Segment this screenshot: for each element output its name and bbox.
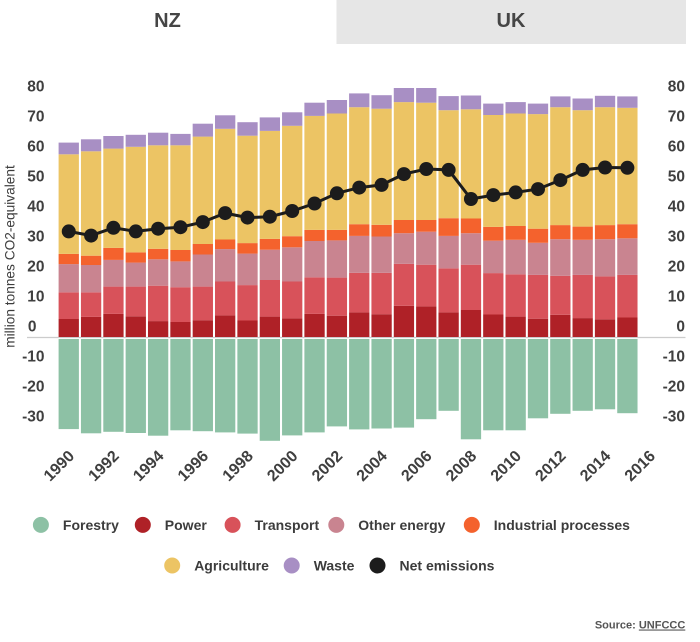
svg-text:0: 0: [676, 319, 685, 336]
svg-text:million tonnes CO2-equivalent: million tonnes CO2-equivalent: [3, 165, 18, 348]
svg-text:-30: -30: [663, 409, 685, 426]
svg-text:UK: UK: [497, 10, 526, 32]
svg-text:60: 60: [668, 139, 685, 156]
svg-text:Industrial processes: Industrial processes: [494, 517, 630, 533]
svg-text:60: 60: [27, 139, 44, 156]
svg-text:Forestry: Forestry: [63, 517, 119, 533]
svg-text:-20: -20: [22, 379, 44, 396]
svg-text:30: 30: [27, 229, 44, 246]
svg-text:Transport: Transport: [255, 517, 320, 533]
svg-text:Source: UNFCCC: Source: UNFCCC: [595, 620, 686, 632]
svg-text:Waste: Waste: [314, 558, 355, 574]
svg-text:70: 70: [668, 109, 685, 126]
svg-text:-10: -10: [663, 349, 685, 366]
svg-text:50: 50: [668, 169, 685, 186]
svg-text:-30: -30: [22, 409, 44, 426]
svg-text:80: 80: [668, 79, 685, 96]
svg-text:Net emissions: Net emissions: [400, 558, 495, 574]
svg-text:20: 20: [668, 259, 685, 276]
svg-text:-20: -20: [663, 379, 685, 396]
svg-text:30: 30: [668, 229, 685, 246]
svg-text:Agriculture: Agriculture: [194, 558, 269, 574]
svg-text:NZ: NZ: [154, 10, 181, 32]
svg-text:40: 40: [27, 199, 44, 216]
svg-text:0: 0: [28, 319, 37, 336]
svg-text:10: 10: [668, 289, 685, 306]
svg-text:Other energy: Other energy: [358, 517, 445, 533]
svg-text:-10: -10: [22, 349, 44, 366]
svg-text:Power: Power: [165, 517, 208, 533]
svg-text:10: 10: [27, 289, 44, 306]
svg-text:40: 40: [668, 199, 685, 216]
svg-text:80: 80: [27, 79, 44, 96]
svg-text:20: 20: [27, 259, 44, 276]
svg-text:50: 50: [27, 169, 44, 186]
svg-text:70: 70: [27, 109, 44, 126]
